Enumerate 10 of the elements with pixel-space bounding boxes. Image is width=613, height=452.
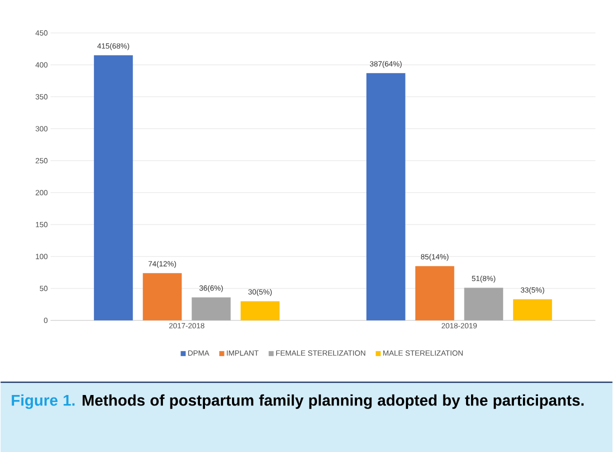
caption: Figure 1.	[12, 394, 75, 409]
bar	[513, 299, 552, 320]
bar	[464, 288, 504, 320]
bar	[142, 273, 182, 320]
bar	[366, 73, 406, 320]
bar	[415, 266, 454, 320]
bar	[240, 301, 280, 320]
text: Methods of postpartum family planning adopted by the participants.	[82, 394, 584, 409]
bar	[94, 55, 133, 320]
bar	[192, 297, 231, 320]
